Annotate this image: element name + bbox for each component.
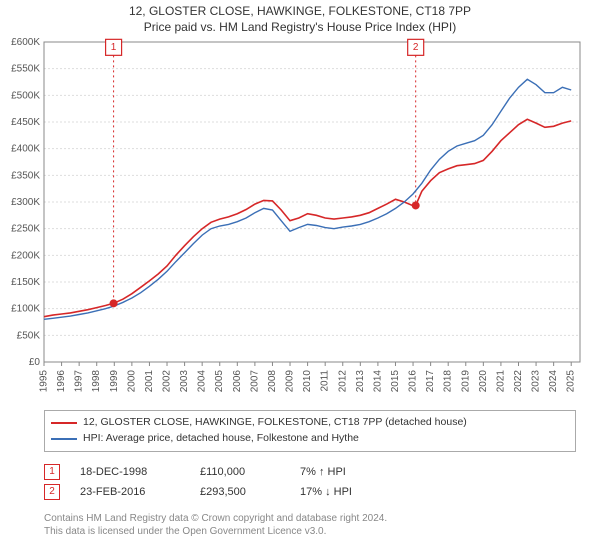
svg-text:2010: 2010: [302, 370, 313, 393]
event-row: 1 18-DEC-1998 £110,000 7% ↑ HPI: [44, 462, 576, 482]
svg-text:2017: 2017: [425, 370, 436, 393]
svg-text:2025: 2025: [566, 370, 577, 393]
legend-label: 12, GLOSTER CLOSE, HAWKINGE, FOLKESTONE,…: [83, 415, 467, 431]
footer-line-1: Contains HM Land Registry data © Crown c…: [44, 512, 576, 526]
svg-text:2023: 2023: [531, 370, 542, 393]
svg-text:2005: 2005: [214, 370, 225, 393]
svg-text:1: 1: [111, 42, 117, 53]
svg-text:2000: 2000: [126, 370, 137, 393]
bottom-block: 12, GLOSTER CLOSE, HAWKINGE, FOLKESTONE,…: [44, 410, 576, 539]
event-delta: 7% ↑ HPI: [300, 466, 410, 478]
svg-text:£400K: £400K: [11, 144, 40, 155]
footer: Contains HM Land Registry data © Crown c…: [44, 512, 576, 539]
footer-line-2: This data is licensed under the Open Gov…: [44, 525, 576, 539]
svg-text:£600K: £600K: [11, 38, 40, 48]
svg-text:2011: 2011: [320, 370, 331, 392]
svg-text:£150K: £150K: [11, 277, 40, 288]
svg-text:2: 2: [413, 42, 419, 53]
legend-label: HPI: Average price, detached house, Folk…: [83, 431, 359, 447]
title-block: 12, GLOSTER CLOSE, HAWKINGE, FOLKESTONE,…: [0, 0, 600, 34]
svg-text:2014: 2014: [372, 370, 383, 393]
svg-text:2009: 2009: [285, 370, 296, 393]
svg-text:£0: £0: [29, 357, 41, 368]
event-delta: 17% ↓ HPI: [300, 486, 410, 498]
event-flag: 2: [44, 484, 60, 500]
svg-text:£50K: £50K: [17, 330, 41, 341]
svg-text:£100K: £100K: [11, 304, 40, 315]
event-price: £293,500: [200, 486, 280, 498]
svg-text:2018: 2018: [443, 370, 454, 393]
chart-area: £0 £50K £100K £150K £200K £250K £300K £350K £400…: [0, 38, 600, 402]
title-sub: Price paid vs. HM Land Registry's House …: [0, 20, 600, 34]
svg-text:£250K: £250K: [11, 224, 40, 235]
svg-text:1998: 1998: [91, 370, 102, 393]
svg-text:1996: 1996: [56, 370, 67, 393]
svg-text:2007: 2007: [249, 370, 260, 393]
svg-text:1999: 1999: [109, 370, 120, 393]
chart-container: 12, GLOSTER CLOSE, HAWKINGE, FOLKESTONE,…: [0, 0, 600, 560]
svg-text:2019: 2019: [460, 370, 471, 393]
svg-text:2021: 2021: [495, 370, 506, 393]
svg-text:1995: 1995: [39, 370, 50, 393]
events-list: 1 18-DEC-1998 £110,000 7% ↑ HPI 2 23-FEB-2016…: [44, 462, 576, 502]
svg-text:2024: 2024: [548, 370, 559, 393]
svg-text:£500K: £500K: [11, 90, 40, 101]
svg-text:2001: 2001: [144, 370, 155, 393]
event-flag: 1: [44, 464, 60, 480]
svg-text:2008: 2008: [267, 370, 278, 393]
event-row: 2 23-FEB-2016 £293,500 17% ↓ HPI: [44, 482, 576, 502]
legend-box: 12, GLOSTER CLOSE, HAWKINGE, FOLKESTONE,…: [44, 410, 576, 452]
legend-swatch: [51, 438, 77, 440]
svg-text:2012: 2012: [337, 370, 348, 393]
svg-text:2016: 2016: [408, 370, 419, 393]
svg-text:£200K: £200K: [11, 250, 40, 261]
svg-text:2020: 2020: [478, 370, 489, 393]
legend-row: 12, GLOSTER CLOSE, HAWKINGE, FOLKESTONE,…: [51, 415, 569, 431]
legend-swatch: [51, 422, 77, 424]
event-price: £110,000: [200, 466, 280, 478]
title-main: 12, GLOSTER CLOSE, HAWKINGE, FOLKESTONE,…: [0, 4, 600, 18]
svg-text:£550K: £550K: [11, 64, 40, 75]
chart-svg: £0 £50K £100K £150K £200K £250K £300K £350K £400…: [0, 38, 600, 402]
event-date: 18-DEC-1998: [80, 466, 180, 478]
svg-text:£450K: £450K: [11, 117, 40, 128]
svg-text:2003: 2003: [179, 370, 190, 393]
svg-text:1997: 1997: [74, 370, 85, 393]
event-date: 23-FEB-2016: [80, 486, 180, 498]
svg-text:£300K: £300K: [11, 197, 40, 208]
svg-text:2004: 2004: [197, 370, 208, 393]
svg-text:2006: 2006: [232, 370, 243, 393]
svg-text:2002: 2002: [162, 370, 173, 393]
svg-text:£350K: £350K: [11, 170, 40, 181]
legend-row: HPI: Average price, detached house, Folk…: [51, 431, 569, 447]
svg-text:2022: 2022: [513, 370, 524, 393]
svg-text:2013: 2013: [355, 370, 366, 393]
svg-text:2015: 2015: [390, 370, 401, 393]
